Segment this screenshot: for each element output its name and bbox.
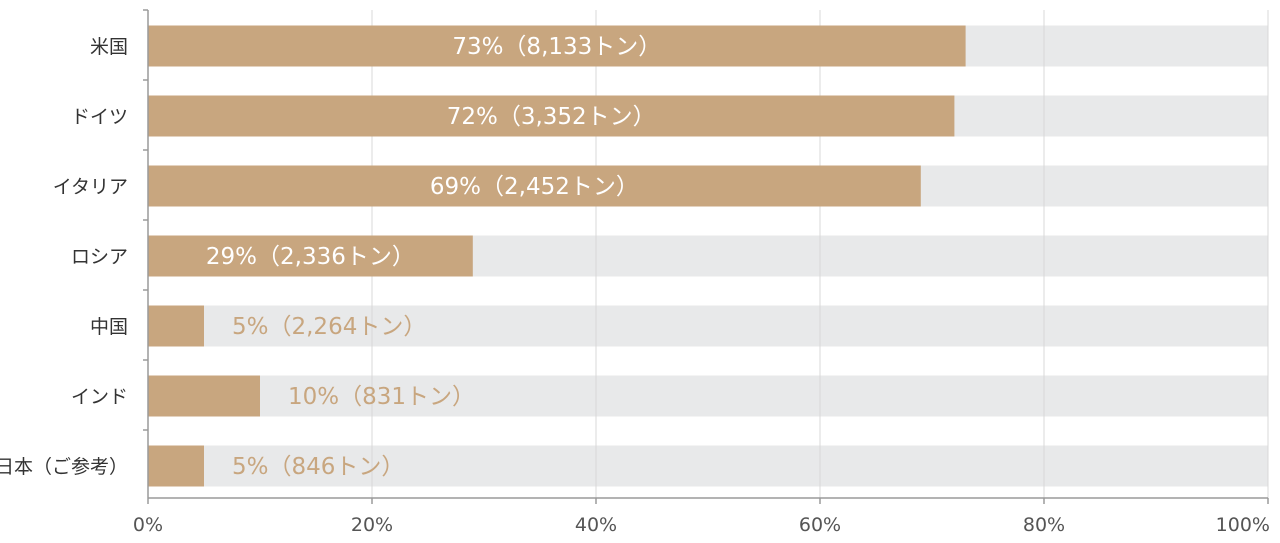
bar <box>148 95 955 137</box>
category-label: ドイツ <box>71 106 128 128</box>
x-tick-label: 60% <box>799 514 841 536</box>
x-tick-label: 80% <box>1023 514 1065 536</box>
bar <box>148 375 260 417</box>
data-label: 72%（3,352トン） <box>447 104 656 130</box>
bar-track <box>148 375 1268 417</box>
category-label: インド <box>71 386 128 408</box>
category-label: イタリア <box>53 176 128 198</box>
bar <box>148 445 204 487</box>
data-label: 5%（846トン） <box>232 454 404 480</box>
bar <box>148 165 921 207</box>
category-label: 日本（ご参考） <box>0 456 128 478</box>
data-label: 5%（2,264トン） <box>232 314 426 340</box>
x-tick-label: 40% <box>575 514 617 536</box>
data-label: 29%（2,336トン） <box>206 244 415 270</box>
data-label: 69%（2,452トン） <box>430 174 639 200</box>
data-label: 73%（8,133トン） <box>452 34 661 60</box>
x-tick-label: 20% <box>351 514 393 536</box>
category-label: ロシア <box>71 246 128 268</box>
bar-track <box>148 445 1268 487</box>
bar <box>148 235 473 277</box>
bar <box>148 25 966 67</box>
data-label: 10%（831トン） <box>288 384 475 410</box>
x-tick-label: 0% <box>133 514 163 536</box>
bar <box>148 305 204 347</box>
x-tick-label: 100% <box>1216 514 1270 536</box>
category-label: 米国 <box>90 36 128 58</box>
category-label: 中国 <box>90 316 128 338</box>
bar-track <box>148 305 1268 347</box>
